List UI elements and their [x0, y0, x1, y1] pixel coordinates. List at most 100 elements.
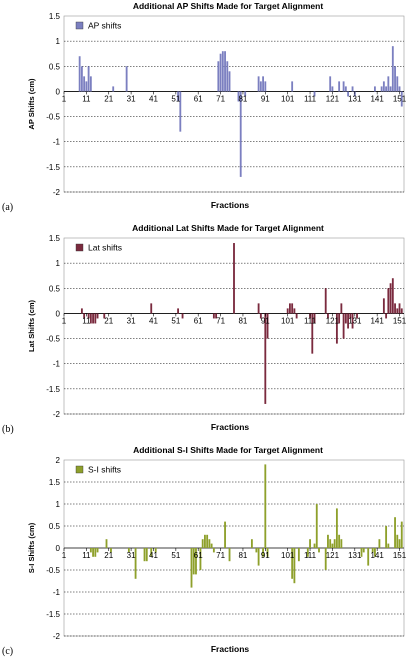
data-bar [313, 543, 316, 548]
data-bar [87, 313, 90, 319]
data-bar [226, 61, 229, 92]
data-bar [208, 539, 211, 548]
x-tick-label: 91 [261, 316, 270, 325]
data-bar [206, 534, 209, 548]
x-tick-label: 151 [393, 94, 407, 103]
data-bar [396, 76, 399, 92]
data-bar [382, 81, 385, 92]
y-tick-label: 0.5 [49, 522, 61, 531]
x-tick-label: 21 [104, 94, 113, 103]
data-bar [389, 283, 392, 314]
data-bar [257, 303, 260, 314]
data-bar [239, 91, 242, 177]
x-tick-label: 11 [82, 94, 91, 103]
data-bar [389, 86, 392, 92]
x-tick-label: 111 [304, 551, 317, 560]
data-bar [257, 76, 260, 92]
legend: S-I shifts [75, 465, 121, 475]
data-bar [400, 91, 403, 107]
panel-label: (b) [2, 424, 14, 435]
x-tick-label: 1 [62, 316, 67, 325]
data-bar [96, 313, 99, 319]
data-bar [318, 548, 320, 553]
x-tick-label: 121 [326, 551, 340, 560]
x-tick-label: 61 [194, 94, 203, 103]
x-tick-label: 141 [370, 94, 384, 103]
data-bar [351, 313, 354, 329]
x-tick-label: 81 [238, 551, 247, 560]
data-bar [215, 313, 218, 319]
data-bar [396, 308, 399, 314]
data-bar [396, 534, 399, 548]
data-bar [315, 504, 318, 548]
data-bar [210, 543, 213, 548]
data-bar [289, 303, 291, 314]
legend: Lat shifts [75, 243, 122, 253]
data-bar [293, 308, 296, 314]
data-bar [324, 288, 327, 314]
x-tick-label: 41 [149, 316, 158, 325]
x-tick-label: 151 [393, 551, 407, 560]
data-bar [259, 313, 262, 319]
data-bar [342, 313, 345, 339]
data-bar [340, 303, 343, 314]
panel-label: (c) [2, 646, 13, 657]
data-bar [134, 548, 137, 579]
data-bar [259, 81, 262, 92]
plot-area [63, 15, 405, 193]
data-bar [313, 91, 316, 97]
legend-label: AP shifts [88, 21, 121, 31]
data-bar [92, 548, 94, 557]
y-tick-label: -0.5 [46, 566, 60, 575]
data-bar [177, 91, 179, 102]
y-tick-label: -0.5 [46, 113, 60, 122]
data-bar [199, 548, 202, 570]
data-bar [391, 278, 394, 314]
legend-swatch [75, 465, 84, 474]
data-bar [385, 86, 388, 92]
y-tick-label: 1 [56, 37, 61, 46]
data-bar [78, 56, 81, 92]
data-bar [237, 91, 240, 102]
data-bar [190, 548, 193, 588]
y-tick-label: -0.5 [46, 335, 60, 344]
lat-shifts-chart: Additional Lat Shifts Made for Target Al… [2, 223, 407, 435]
data-bar [266, 313, 269, 339]
x-tick-label: 41 [149, 94, 158, 103]
x-tick-label: 111 [304, 94, 317, 103]
data-bar [112, 86, 115, 92]
data-bar [338, 534, 341, 548]
ap-shifts-chart: Additional AP Shifts Made for Target Ali… [2, 1, 407, 213]
data-bar [145, 548, 148, 562]
data-bar [125, 66, 128, 92]
data-bar [297, 548, 300, 562]
x-tick-label: 51 [171, 551, 180, 560]
data-bar [85, 81, 88, 92]
data-bar [233, 243, 235, 314]
data-bar [338, 81, 341, 92]
data-bar [378, 539, 381, 548]
data-bar [110, 548, 112, 553]
panel-label: (a) [2, 202, 13, 213]
data-bar [338, 313, 341, 324]
y-tick-label: -1.5 [46, 385, 60, 394]
data-bar [329, 539, 332, 548]
data-bar [351, 86, 354, 92]
data-bar [347, 313, 349, 329]
data-bar [293, 548, 296, 584]
x-tick-label: 101 [281, 316, 295, 325]
x-tick-label: 91 [261, 94, 270, 103]
data-bar [87, 66, 90, 92]
data-bar [329, 76, 332, 92]
x-tick-label: 71 [216, 94, 225, 103]
data-bar [266, 548, 269, 557]
data-bar [371, 548, 374, 553]
data-bar [387, 288, 390, 314]
x-tick-label: 61 [194, 551, 203, 560]
x-tick-label: 21 [104, 551, 113, 560]
data-bar [177, 308, 179, 314]
data-bar [344, 86, 347, 92]
y-tick-label: -1 [53, 138, 61, 147]
x-tick-label: 81 [238, 94, 247, 103]
data-bar [295, 313, 298, 319]
